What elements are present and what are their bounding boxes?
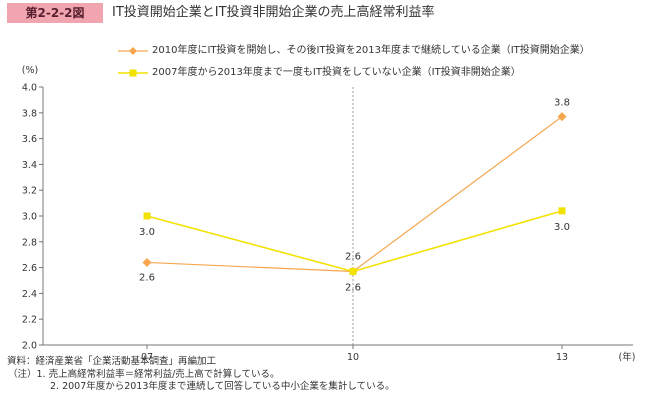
x-tick-label: 07 — [141, 352, 153, 363]
y-tick-label: 3.2 — [22, 186, 37, 197]
data-label: 3.8 — [554, 98, 570, 109]
data-label: 3.0 — [554, 222, 570, 233]
y-tick-label: 3.8 — [22, 108, 37, 119]
legend-marker-diamond — [118, 47, 148, 55]
data-point-square — [349, 267, 357, 275]
data-label: 2.6 — [139, 272, 155, 283]
x-unit-label: (年) — [619, 351, 636, 363]
legend-label-no-it: 2007年度から2013年度まで一度もIT投資をしていない企業（IT投資非開始企… — [152, 67, 521, 78]
legend-marker-square — [118, 69, 148, 77]
data-label: 2.6 — [345, 282, 361, 293]
y-tick-label: 2.8 — [22, 237, 37, 248]
y-tick-label: 2.2 — [22, 315, 37, 326]
data-label: 2.6 — [345, 251, 361, 262]
y-tick-label: 3.0 — [22, 212, 37, 223]
x-tick-label: 13 — [556, 352, 568, 363]
data-label: 3.0 — [139, 227, 155, 238]
y-tick-label: 4.0 — [22, 83, 37, 94]
notes: 資料：経済産業省「企業活動基本調査」再編加工 （注）1. 売上高経常利益率＝経常… — [0, 356, 395, 394]
figure-label: 第2-2-2図 — [7, 3, 103, 23]
y-tick-label: 2.0 — [22, 341, 37, 352]
y-tick-label: 2.4 — [22, 289, 37, 300]
y-tick-label: 3.4 — [22, 160, 37, 171]
data-point-square — [558, 207, 566, 215]
data-point-square — [143, 212, 151, 220]
data-point-diamond — [557, 112, 567, 122]
data-point-diamond — [142, 257, 152, 267]
y-tick-label: 2.6 — [22, 263, 37, 274]
series-line — [146, 116, 563, 273]
legend-label-it-start: 2010年度にIT投資を開始し、その後IT投資を2013年度まで継続している企業… — [152, 45, 590, 56]
y-unit-label: (%) — [22, 65, 38, 76]
chart-title: IT投資開始企業とIT投資非開始企業の売上高経常利益率 — [112, 5, 435, 20]
x-tick-label: 10 — [347, 352, 359, 363]
note-1: （注）1. 売上高経常利益率＝経常利益/売上高で計算している。 — [8, 368, 280, 380]
y-tick-label: 3.6 — [22, 134, 37, 145]
note-2: 2. 2007年度から2013年度まで連続して回答している中小企業を集計している… — [50, 381, 395, 392]
source-note: 資料：経済産業省「企業活動基本調査」再編加工 — [7, 356, 217, 367]
